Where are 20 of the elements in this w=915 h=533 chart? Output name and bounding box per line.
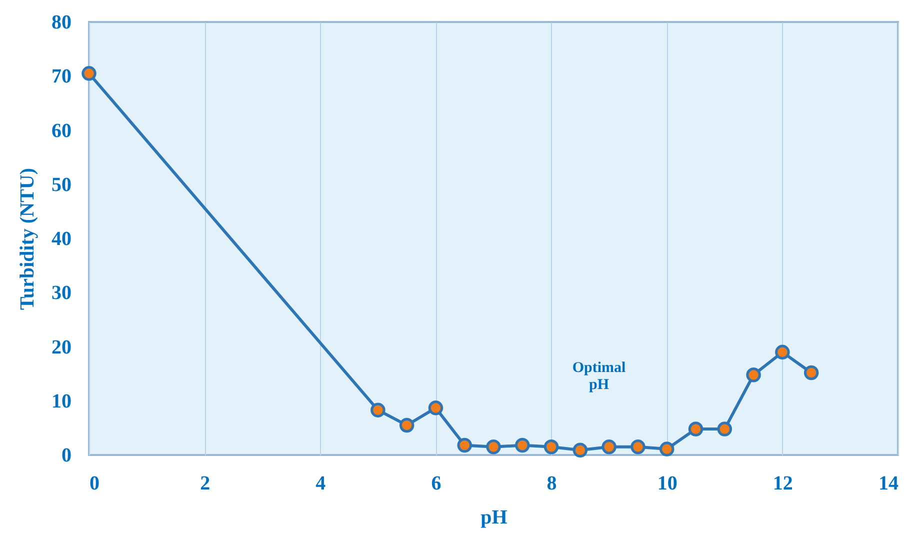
x-tick-label: 0 (90, 472, 100, 494)
y-tick-label: 20 (52, 336, 72, 358)
y-tick-label: 80 (52, 12, 72, 34)
x-tick-label: 8 (546, 472, 557, 494)
y-tick-label: 60 (52, 120, 72, 142)
x-axis-title: pH (480, 506, 508, 528)
y-tick-label: 70 (52, 66, 72, 88)
x-tick-label: 6 (431, 472, 442, 494)
y-tick-label: 30 (52, 282, 72, 304)
x-tick-label: 4 (316, 472, 326, 494)
x-tick-label: 14 (878, 472, 898, 494)
y-tick-label: 10 (52, 390, 72, 412)
y-tick-label: 50 (52, 174, 72, 196)
y-tick-label: 0 (62, 444, 72, 466)
x-tick-label: 10 (657, 472, 678, 494)
x-tick-label: 2 (200, 472, 210, 494)
annotation: Optimal pH (572, 360, 626, 393)
y-axis-title: Turbidity (NTU) (16, 168, 38, 310)
x-tick-label: 12 (772, 472, 793, 494)
y-tick-label: 40 (52, 228, 72, 250)
